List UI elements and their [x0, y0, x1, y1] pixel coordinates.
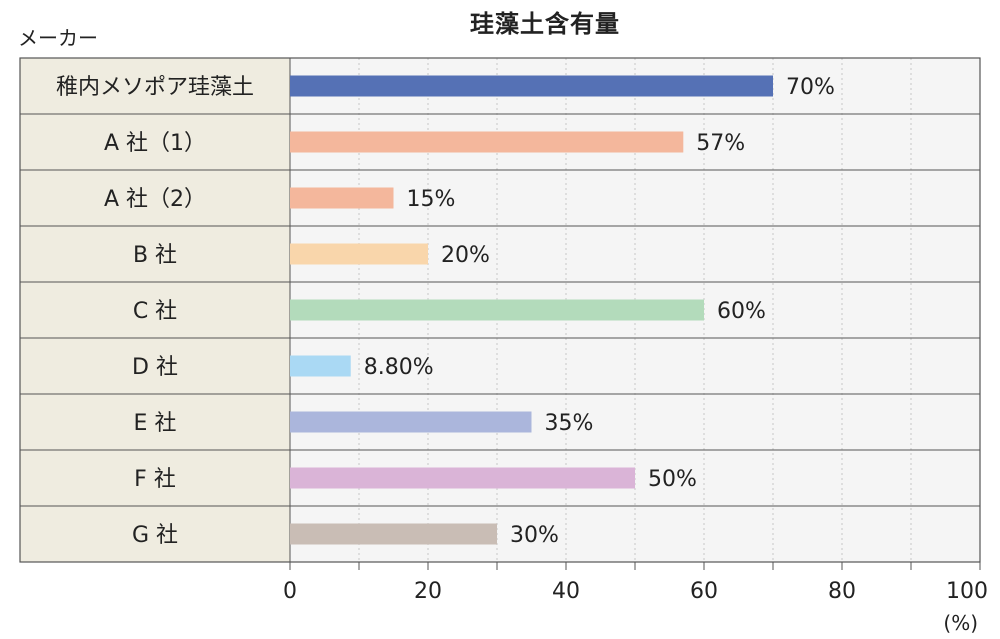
- bar: [290, 523, 497, 545]
- bar: [290, 131, 684, 153]
- x-tick-label: 100: [946, 579, 988, 604]
- category-panel: [20, 58, 290, 562]
- x-tick-label: 0: [283, 579, 297, 604]
- chart-title: 珪藻土含有量: [470, 10, 620, 38]
- category-label: A 社（1）: [104, 131, 206, 156]
- x-unit-label: (%): [943, 611, 978, 635]
- value-label: 20%: [441, 243, 490, 268]
- value-label: 15%: [407, 187, 456, 212]
- bar: [290, 467, 635, 489]
- bar: [290, 355, 351, 377]
- category-label: B 社: [133, 243, 177, 268]
- category-label: F 社: [134, 467, 176, 492]
- category-header: メーカー: [18, 26, 98, 50]
- category-label: C 社: [133, 299, 177, 324]
- bar: [290, 75, 773, 97]
- bar: [290, 299, 704, 321]
- bar: [290, 187, 394, 209]
- category-label: 稚内メソポア珪藻土: [56, 75, 254, 100]
- x-tick-label: 20: [414, 579, 442, 604]
- category-label: A 社（2）: [104, 187, 206, 212]
- category-label: G 社: [132, 523, 178, 548]
- bar: [290, 411, 532, 433]
- value-label: 8.80%: [364, 355, 434, 380]
- category-label: D 社: [132, 355, 178, 380]
- category-label: E 社: [134, 411, 177, 436]
- chart-frame: [19, 57, 981, 563]
- value-label: 35%: [545, 411, 594, 436]
- x-tick-label: 60: [690, 579, 718, 604]
- x-tick-label: 40: [552, 579, 580, 604]
- bar: [290, 243, 428, 265]
- x-tick-label: 80: [828, 579, 856, 604]
- value-label: 50%: [648, 467, 697, 492]
- value-label: 30%: [510, 523, 559, 548]
- value-label: 57%: [696, 131, 745, 156]
- value-label: 70%: [786, 75, 835, 100]
- value-label: 60%: [717, 299, 766, 324]
